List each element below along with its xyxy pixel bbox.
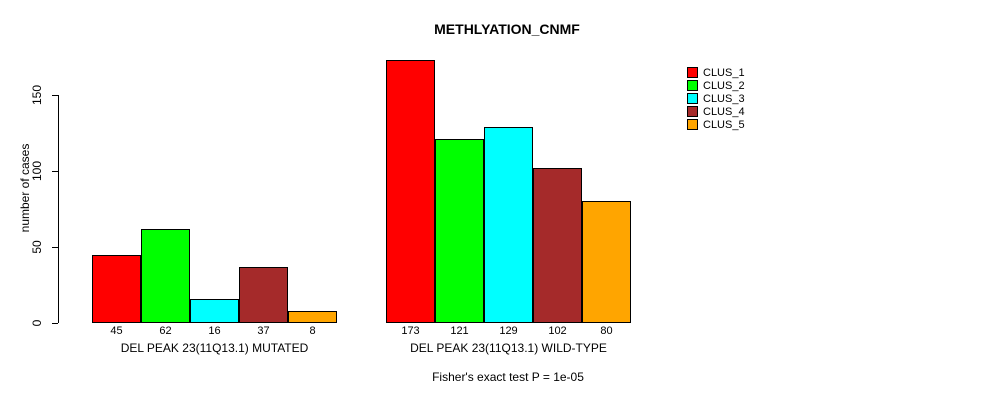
legend-label: CLUS_4 [703, 105, 745, 118]
legend-row: CLUS_5 [687, 118, 745, 131]
legend-label: CLUS_2 [703, 79, 745, 92]
bar-value-label: 8 [309, 325, 316, 337]
legend-swatch-clus-4 [687, 106, 698, 117]
y-tick-label: 150 [30, 84, 44, 106]
bar-value-label: 45 [110, 325, 123, 337]
bar-clus-1 [386, 60, 435, 323]
group-axis-label: DEL PEAK 23(11Q13.1) MUTATED [120, 341, 309, 355]
bar-clus-2 [141, 228, 190, 323]
bar-clus-3 [190, 298, 239, 323]
legend-row: CLUS_2 [687, 79, 745, 92]
bar-clus-4 [239, 266, 288, 323]
bar-clus-5 [288, 310, 337, 323]
bar-clus-1 [92, 254, 141, 323]
legend-swatch-clus-2 [687, 80, 698, 91]
y-tick [51, 322, 58, 324]
fisher-test-annotation: Fisher's exact test P = 1e-05 [432, 370, 584, 384]
legend-label: CLUS_3 [703, 92, 745, 105]
bar-value-label: 102 [548, 325, 567, 337]
y-axis-line [57, 95, 59, 323]
chart-title: METHLYATION_CNMF [434, 21, 580, 37]
bar-value-label: 129 [499, 325, 518, 337]
bar-clus-3 [484, 126, 533, 323]
bar-value-label: 121 [450, 325, 469, 337]
legend-swatch-clus-3 [687, 93, 698, 104]
y-tick [51, 94, 58, 96]
legend-label: CLUS_1 [703, 66, 745, 79]
legend-row: CLUS_4 [687, 105, 745, 118]
bar-value-label: 62 [159, 325, 172, 337]
bar-value-label: 173 [401, 325, 420, 337]
y-tick-label: 50 [30, 240, 44, 254]
y-axis-title: number of cases [18, 143, 32, 233]
y-tick [51, 170, 58, 172]
y-tick-label: 0 [30, 319, 44, 327]
legend-label: CLUS_5 [703, 118, 745, 131]
legend-swatch-clus-1 [687, 67, 698, 78]
legend-row: CLUS_3 [687, 92, 745, 105]
bar-value-label: 80 [600, 325, 613, 337]
bar-clus-5 [582, 201, 631, 323]
y-tick [51, 246, 58, 248]
bar-value-label: 16 [208, 325, 221, 337]
legend: CLUS_1 CLUS_2 CLUS_3 CLUS_4 CLUS_5 [687, 66, 745, 131]
legend-swatch-clus-5 [687, 119, 698, 130]
bar-value-label: 37 [257, 325, 270, 337]
y-tick-label: 100 [30, 160, 44, 182]
bar-clus-4 [533, 167, 582, 323]
bar-clus-2 [435, 139, 484, 323]
group-axis-label: DEL PEAK 23(11Q13.1) WILD-TYPE [410, 341, 607, 355]
legend-row: CLUS_1 [687, 66, 745, 79]
